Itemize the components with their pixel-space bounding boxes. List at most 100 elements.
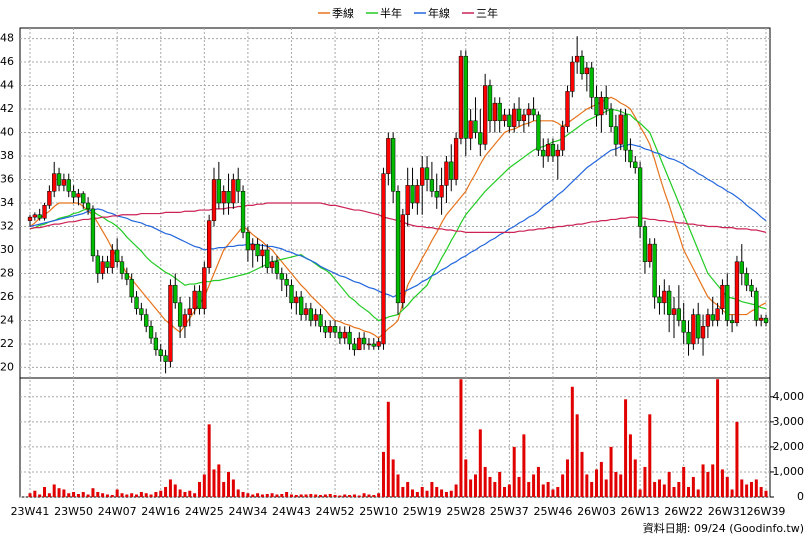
volume-bar [609,446,613,497]
volume-bar [67,493,71,497]
volume-bar [570,386,574,497]
volume-bar [294,494,298,497]
volume-bar [425,490,429,497]
volume-bar [377,493,381,497]
volume-bar [735,421,739,497]
candle-body [134,296,139,309]
x-tick-label: 26W22 [664,505,703,518]
candle-body [347,331,352,345]
volume-bar [391,459,395,497]
volume-bar [86,494,90,497]
candle-body [739,261,744,274]
y-tick-label: 22 [0,337,14,350]
y-tick-label: 36 [0,173,14,186]
candle-body [76,193,81,198]
candle-body [429,179,435,192]
volume-bar [696,489,700,497]
candle-body [415,185,420,204]
volume-bar [527,481,531,497]
volume-bar [430,481,434,497]
candle-body [696,314,701,339]
candle-body [516,108,522,122]
candle-body [584,67,589,75]
volume-bar [444,491,448,497]
candle-body [182,314,188,327]
volume-bar [386,401,390,497]
volume-bar [57,488,61,497]
candle-body [163,355,168,362]
candle-body [478,132,483,145]
volume-bar [309,493,313,497]
volume-bar [546,481,550,497]
candle-body [507,114,512,127]
volume-bar [319,494,323,497]
volume-bar [454,484,458,497]
candle-body [260,249,265,257]
candle-body [274,261,280,274]
x-tick-label: 24W25 [185,505,224,518]
volume-bar [314,494,318,497]
candle-body [299,296,304,315]
candle-body [192,290,197,309]
candle-body [536,114,541,151]
volume-bar [575,414,579,497]
candle-body [671,308,677,315]
candle-body [575,55,580,63]
volume-bar [105,494,109,497]
volume-bar [38,494,42,497]
candle-body [725,284,730,321]
volume-bar [110,494,114,497]
candle-body [27,216,33,221]
candle-body [71,191,76,198]
x-tick-label: 26W31 [708,505,747,518]
candle-body [424,167,430,180]
volume-bar [682,466,686,497]
volume-bar [648,414,652,497]
candle-body [667,290,672,315]
candle-body [352,343,357,351]
volume-bar [653,481,657,497]
candle-body [294,296,299,304]
volume-bar [604,479,608,497]
volume-bar [96,491,100,497]
volume-bar [212,469,216,497]
x-tick-label: 26W13 [621,505,660,518]
volume-bar [168,479,172,497]
candle-body [487,85,493,122]
volume-bar [299,494,303,497]
candle-body [139,308,144,315]
volume-bar [265,493,269,497]
volume-bar [464,459,468,497]
candle-body [323,326,328,333]
candle-body [444,161,449,186]
volume-bar [420,486,424,497]
x-tick-label: 25W19 [403,505,442,518]
candle-body [250,243,255,251]
volume-bar [672,486,676,497]
volume-bar [193,493,197,497]
candle-body [400,214,405,304]
candle-body [226,191,231,204]
volume-panel [28,379,768,497]
volume-bar [338,495,342,497]
candle-body [342,331,347,339]
candles [27,36,769,374]
volume-bar [711,464,715,497]
candle-body [90,208,96,257]
volume-bar [236,489,240,497]
candle-body [405,185,410,215]
x-tick-label: 24W34 [228,505,267,518]
volume-bar [352,494,356,497]
candle-body [652,243,657,298]
candle-body [637,167,643,227]
candle-body [66,179,71,192]
candle-body [541,149,546,157]
x-tick-label: 25W37 [490,505,529,518]
candle-body [187,308,192,315]
volume-bar [435,486,439,497]
candle-body [458,55,464,139]
volume-bar [483,466,487,497]
volume-bar [565,459,569,497]
candle-body [531,108,536,116]
